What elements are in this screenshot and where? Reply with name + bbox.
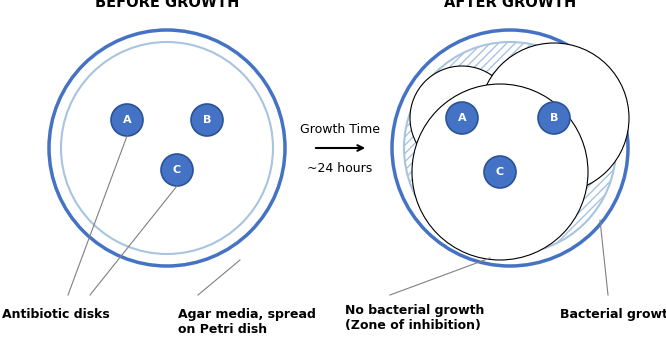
Text: B: B (203, 115, 211, 125)
Text: A: A (123, 115, 131, 125)
Circle shape (49, 30, 285, 266)
Circle shape (538, 102, 570, 134)
Text: AFTER GROWTH: AFTER GROWTH (444, 0, 576, 10)
Text: C: C (496, 167, 504, 177)
Text: Antibiotic disks: Antibiotic disks (2, 308, 110, 321)
Circle shape (161, 154, 193, 186)
Text: A: A (458, 113, 466, 123)
Text: Agar media, spread
on Petri dish: Agar media, spread on Petri dish (178, 308, 316, 336)
Text: B: B (550, 113, 558, 123)
Text: BEFORE GROWTH: BEFORE GROWTH (95, 0, 239, 10)
Circle shape (191, 104, 223, 136)
Text: Bacterial growth: Bacterial growth (560, 308, 666, 321)
Circle shape (479, 43, 629, 193)
Circle shape (484, 156, 516, 188)
Circle shape (410, 66, 514, 170)
Circle shape (404, 42, 616, 254)
Text: Growth Time: Growth Time (300, 123, 380, 136)
Text: C: C (173, 165, 181, 175)
Circle shape (111, 104, 143, 136)
Circle shape (392, 30, 628, 266)
Text: ~24 hours: ~24 hours (308, 162, 372, 175)
Circle shape (412, 84, 588, 260)
Text: No bacterial growth
(Zone of inhibition): No bacterial growth (Zone of inhibition) (345, 304, 484, 332)
Circle shape (446, 102, 478, 134)
